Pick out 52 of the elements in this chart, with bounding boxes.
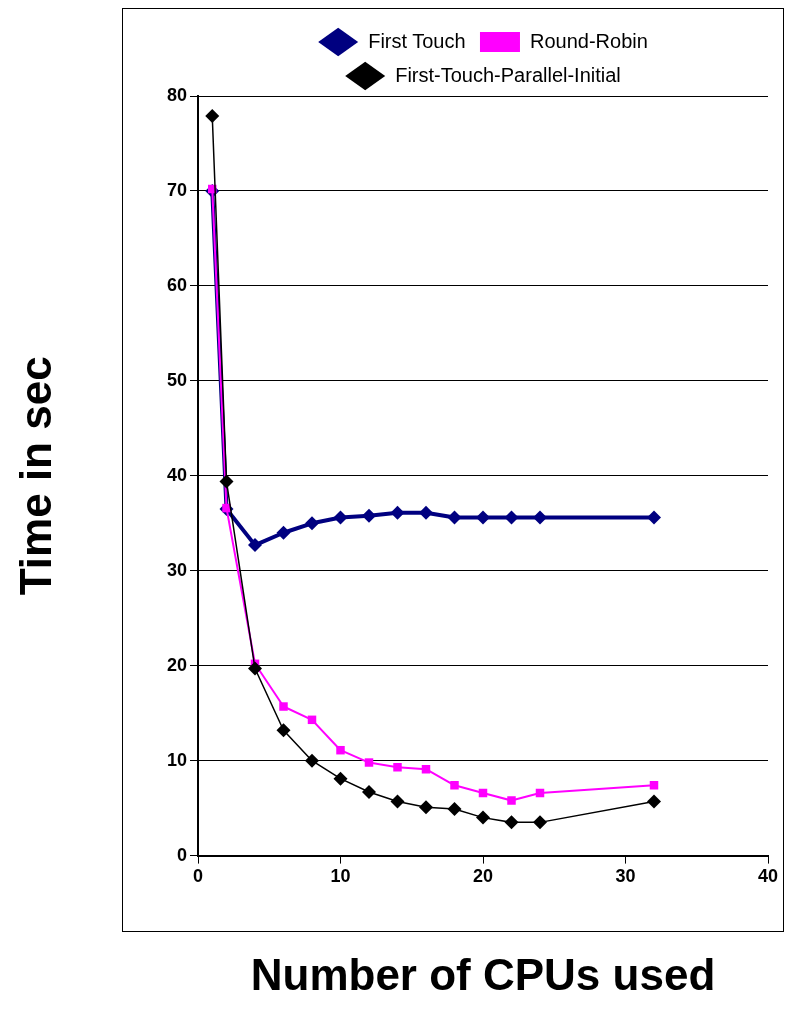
point (279, 702, 288, 711)
point (447, 802, 462, 817)
x-tick-label: 0 (192, 866, 204, 887)
point (450, 781, 459, 790)
point (507, 796, 516, 805)
legend-label: First-Touch-Parallel-Initial (395, 63, 621, 86)
y-tick-label: 0 (176, 844, 187, 865)
point (276, 525, 291, 540)
point (504, 815, 519, 830)
x-tick-label: 20 (472, 866, 494, 887)
point (419, 505, 433, 520)
y-tick-label: 80 (166, 84, 187, 105)
point (248, 661, 262, 676)
point (504, 510, 519, 525)
point (362, 508, 376, 523)
point (393, 763, 402, 772)
point (390, 794, 405, 809)
point (364, 758, 374, 767)
y-tick-label: 40 (166, 464, 187, 485)
point (219, 474, 234, 489)
point (333, 510, 348, 525)
point (248, 538, 262, 553)
point (205, 108, 220, 123)
legend-label: First Touch (368, 29, 466, 52)
point (333, 771, 348, 786)
y-tick-label: 50 (166, 369, 187, 390)
point (647, 510, 661, 525)
point (305, 753, 319, 768)
y-tick-label: 30 (166, 559, 187, 580)
y-tick-label: 20 (166, 654, 187, 675)
point (649, 781, 659, 790)
point (276, 723, 291, 738)
y-tick-label: 60 (166, 274, 187, 295)
x-tick-label: 10 (330, 866, 351, 887)
y-tick-label: 70 (166, 179, 187, 200)
x-axis-title: Number of CPUs used (250, 949, 716, 999)
point (476, 510, 490, 525)
x-tick-label: 30 (615, 866, 636, 887)
y-axis-title: Time in sec (10, 356, 60, 596)
point (390, 505, 405, 520)
point (305, 516, 319, 531)
point (447, 510, 462, 525)
point (533, 815, 547, 830)
point (476, 810, 490, 825)
point (533, 510, 547, 525)
point (362, 784, 376, 799)
point (647, 794, 661, 809)
x-tick-label: 40 (757, 866, 779, 887)
point (419, 800, 433, 815)
legend-label: Round-Robin (529, 29, 648, 52)
y-tick-label: 10 (166, 749, 187, 770)
point (336, 745, 345, 755)
